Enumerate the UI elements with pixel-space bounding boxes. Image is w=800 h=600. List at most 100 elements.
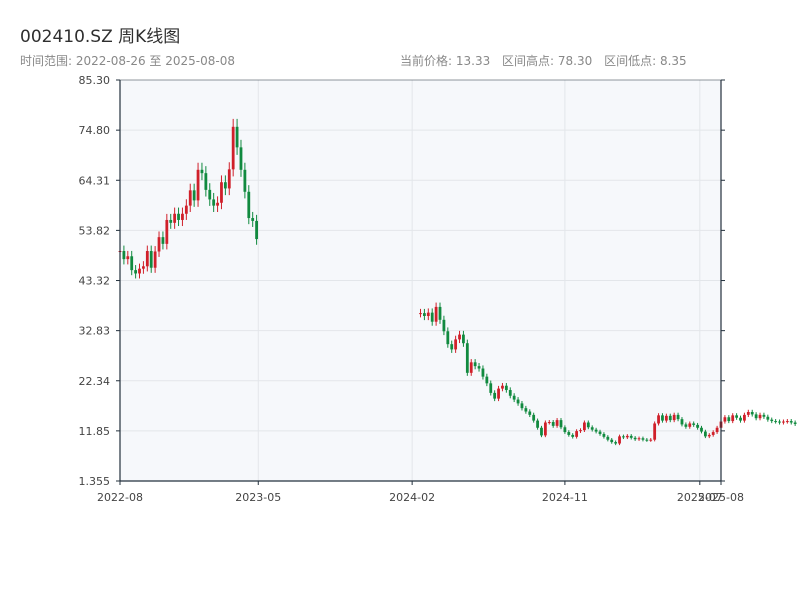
candle-down (450, 344, 454, 350)
candle-up (419, 313, 422, 315)
candle-up (707, 434, 711, 437)
candle-up (153, 251, 157, 268)
candle-up (227, 169, 231, 189)
candle-down (477, 366, 481, 369)
candle-down (762, 414, 766, 417)
candle-down (204, 173, 208, 190)
candle-down (668, 415, 672, 421)
candle-up (426, 312, 430, 316)
candle-down (520, 403, 524, 409)
candle-down (789, 421, 793, 423)
candle-down (516, 399, 520, 404)
grid-lines (119, 80, 722, 481)
candle-down (134, 270, 138, 274)
x-tick-label: 2022-08 (97, 491, 143, 504)
y-tick-label: 53.82 (79, 224, 111, 237)
candle-down (192, 190, 196, 201)
candlestick-series (118, 118, 797, 446)
candle-down (610, 439, 614, 443)
candle-down (235, 126, 239, 148)
candle-down (586, 422, 590, 428)
candle-down (446, 331, 450, 345)
candle-down (563, 427, 567, 433)
candle-down (645, 439, 649, 441)
candle-down (629, 435, 633, 438)
candle-down (633, 437, 637, 440)
candle-down (251, 218, 255, 221)
y-tick-label: 1.355 (79, 475, 111, 488)
candle-down (680, 419, 684, 425)
candle-down (774, 421, 778, 423)
y-tick-label: 22.34 (79, 375, 111, 388)
candle-up (547, 422, 551, 424)
axes: 1.355 11.85 22.34 32.83 43.32 53.82 64.31 74.80… (79, 74, 744, 504)
candle-down (661, 415, 664, 421)
candle-down (676, 414, 680, 420)
candle-up (782, 421, 785, 423)
candle-up (216, 202, 219, 206)
candle-down (122, 251, 126, 260)
candle-down (703, 431, 707, 437)
candle-down (169, 219, 173, 223)
candle-up (731, 415, 735, 422)
candle-down (473, 362, 477, 367)
candle-down (594, 429, 598, 432)
candle-up (649, 439, 653, 441)
candle-down (536, 420, 539, 428)
y-tick-label: 32.83 (79, 325, 111, 338)
date-range-text: 时间范围: 2022-08-26 至 2025-08-08 (20, 54, 235, 68)
candle-down (778, 421, 781, 423)
candle-down (212, 199, 216, 206)
candle-down (208, 189, 212, 200)
candle-up (657, 415, 660, 424)
current-price-text: 当前价格: 13.33 (400, 54, 491, 68)
chart-title: 002410.SZ 周K线图 (20, 27, 181, 47)
candle-up (126, 256, 130, 260)
candle-down (692, 423, 696, 425)
x-tick-label: 2025-08 (698, 491, 744, 504)
info-bar: 时间范围: 2022-08-26 至 2025-08-08 当前价格: 13.3… (20, 52, 780, 68)
candle-down (606, 436, 610, 440)
candle-down (430, 312, 434, 322)
candle-up (688, 423, 692, 427)
candle-up (543, 422, 547, 436)
x-tick-label: 2024-11 (542, 491, 588, 504)
candle-up (575, 431, 579, 437)
candle-down (493, 392, 497, 399)
candle-down (750, 411, 754, 415)
candle-down (489, 383, 493, 393)
candle-down (696, 424, 699, 428)
candle-down (247, 191, 251, 219)
candle-down (532, 414, 536, 421)
candle-down (739, 417, 742, 421)
candle-down (598, 431, 602, 434)
candle-down (684, 424, 688, 427)
candle-down (149, 251, 153, 268)
candle-down (770, 419, 774, 422)
x-tick-label: 2023-05 (235, 491, 281, 504)
candle-up (653, 423, 657, 440)
candle-down (567, 432, 571, 435)
candle-up (458, 334, 461, 340)
candle-up (743, 414, 746, 421)
candle-down (602, 433, 606, 437)
candle-up (715, 427, 719, 433)
candle-down (243, 169, 247, 192)
y-tick-label: 74.80 (79, 124, 111, 137)
candle-up (181, 213, 184, 220)
candle-down (504, 385, 508, 391)
range-low-text: 区间低点: 8.35 (604, 54, 687, 68)
candle-up (434, 306, 438, 322)
candle-up (145, 251, 149, 267)
candle-up (583, 422, 586, 431)
x-tick-label: 2024-02 (389, 491, 435, 504)
candle-down (754, 414, 758, 419)
y-tick-label: 11.85 (79, 425, 111, 438)
candle-down (641, 438, 645, 440)
candle-up (758, 414, 762, 419)
candle-down (465, 343, 469, 373)
candle-down (524, 408, 528, 412)
range-high-text: 区间高点: 78.30 (502, 54, 593, 68)
candle-up (672, 414, 676, 421)
